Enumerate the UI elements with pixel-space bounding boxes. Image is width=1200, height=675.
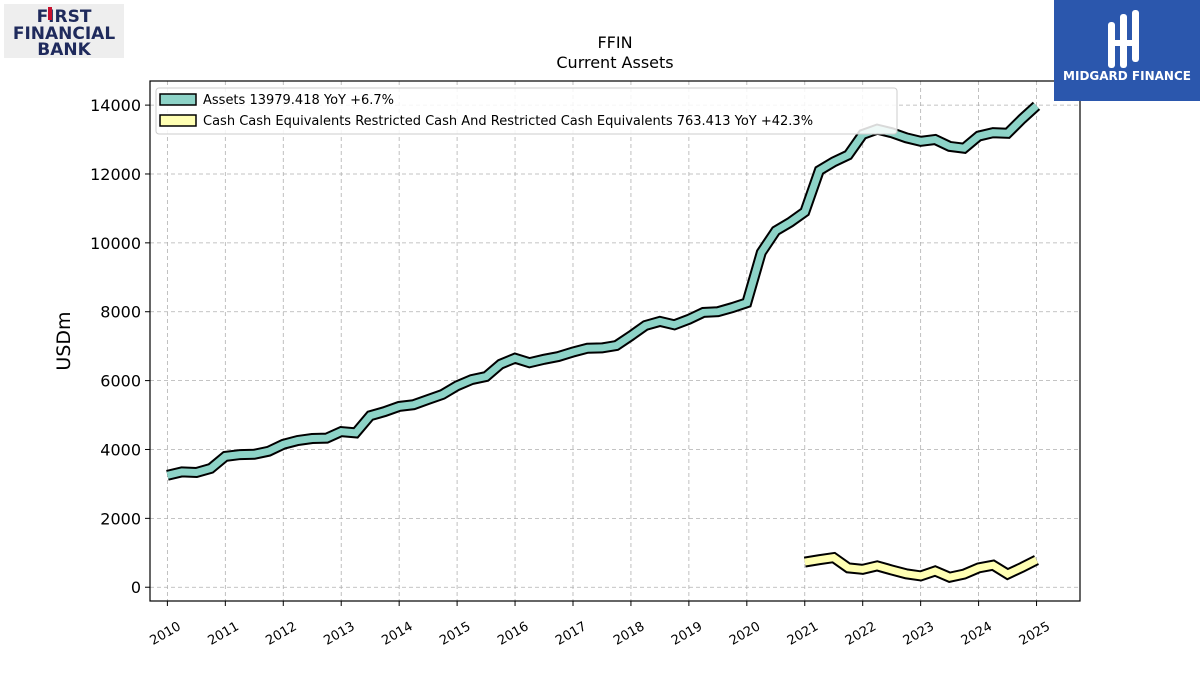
series-line-0 xyxy=(166,103,1039,479)
first-financial-bank-logo: FIRST FINANCIAL BANK xyxy=(4,4,124,60)
plot-frame xyxy=(149,80,1081,602)
x-tick-label: 2016 xyxy=(495,619,531,649)
y-axis-label: USDm xyxy=(53,311,75,370)
series-line-1 xyxy=(804,553,1039,581)
y-axis: 0 2000 4000 6000 8000 10000 12000 14000 xyxy=(90,96,150,597)
x-tick-label: 2018 xyxy=(611,619,647,649)
chart-title: FFIN xyxy=(597,33,632,52)
x-tick-label: 2019 xyxy=(669,619,705,649)
x-tick-label: 2023 xyxy=(901,619,937,649)
x-tick-label: 2015 xyxy=(437,619,473,649)
chart-subtitle: Current Assets xyxy=(556,53,673,72)
x-tick-label: 2010 xyxy=(148,619,184,649)
x-tick-label: 2017 xyxy=(553,619,589,649)
x-tick-label: 2020 xyxy=(727,619,763,649)
logo-left-line-3: BANK xyxy=(37,40,91,58)
series-layer xyxy=(166,101,1041,583)
x-tick-label: 2021 xyxy=(785,619,821,649)
legend: Assets 13979.418 YoY +6.7% Cash Cash Equ… xyxy=(155,87,898,135)
midgard-emblem-icon xyxy=(1108,10,1139,68)
y-tick-label: 4000 xyxy=(100,440,141,459)
x-tick-label: 2025 xyxy=(1017,619,1053,649)
legend-label-cash: Cash Cash Equivalents Restricted Cash An… xyxy=(203,114,813,129)
y-tick-label: 12000 xyxy=(90,165,141,184)
legend-box xyxy=(155,87,898,135)
logo-left-line-2: FINANCIAL xyxy=(13,24,116,44)
legend-swatch-cash xyxy=(159,114,197,127)
x-tick-label: 2024 xyxy=(959,619,995,649)
series-outline-0 xyxy=(166,101,1041,481)
legend-label-assets: Assets 13979.418 YoY +6.7% xyxy=(203,93,394,108)
logo-right-text: MIDGARD FINANCE xyxy=(1063,69,1191,83)
x-tick-label: 2013 xyxy=(321,619,357,649)
midgard-finance-logo: MIDGARD FINANCE xyxy=(1054,0,1200,101)
x-tick-label: 2022 xyxy=(843,619,879,649)
y-tick-label: 0 xyxy=(131,578,141,597)
y-tick-label: 8000 xyxy=(100,303,141,322)
x-axis: 2010 2011 2012 2013 2014 2015 2016 2017 2018 2019… xyxy=(148,601,1053,649)
x-tick-label: 2012 xyxy=(263,619,299,649)
y-tick-label: 6000 xyxy=(100,372,141,391)
y-tick-label: 2000 xyxy=(100,509,141,528)
y-tick-label: 10000 xyxy=(90,234,141,253)
y-tick-label: 14000 xyxy=(90,96,141,115)
x-tick-label: 2011 xyxy=(205,619,241,649)
x-tick-label: 2014 xyxy=(379,619,415,649)
legend-swatch-assets xyxy=(159,93,197,106)
